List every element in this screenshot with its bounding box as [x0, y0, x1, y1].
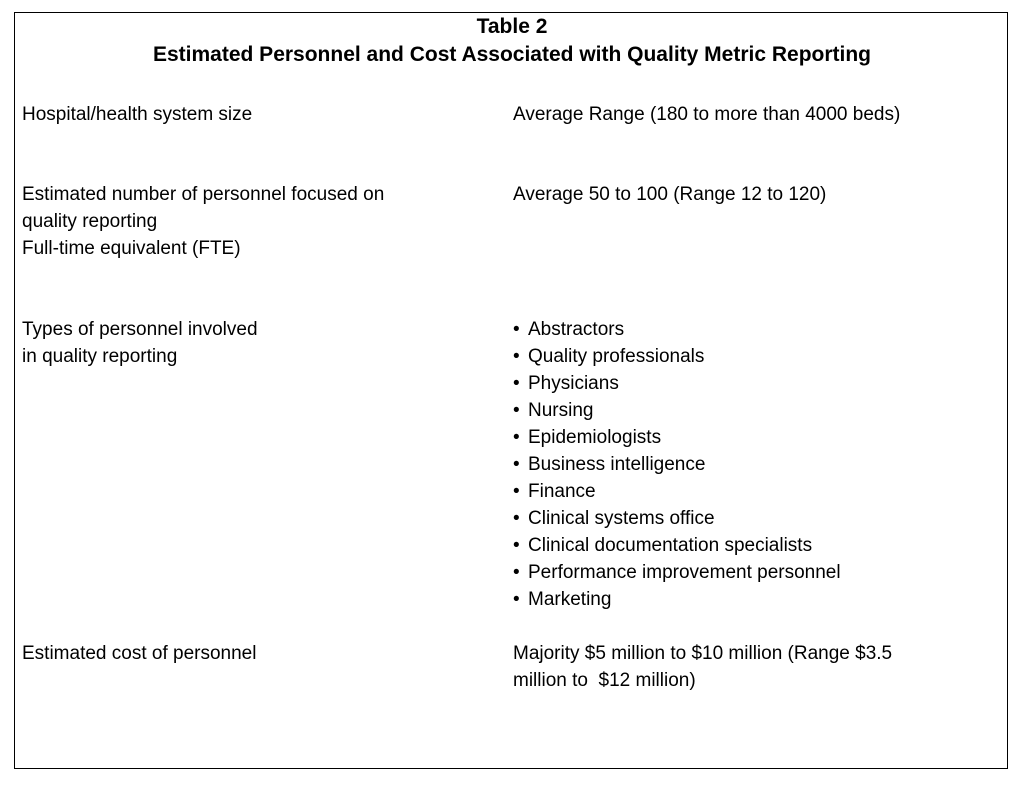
- list-item: • Business intelligence: [513, 451, 1003, 478]
- bullet-icon: •: [513, 535, 520, 556]
- table-number: Table 2: [476, 15, 548, 38]
- row-value-line: Majority $5 million to $10 million (Rang…: [513, 643, 893, 664]
- row-label-line: Hospital/health system size: [22, 104, 253, 125]
- list-item: • Clinical systems office: [513, 505, 1003, 532]
- list-item: • Clinical documentation specialists: [513, 532, 1003, 559]
- bullet-icon: •: [513, 481, 520, 502]
- table-caption: Estimated Personnel and Cost Associated …: [152, 43, 872, 66]
- row-value-personnel-cost: Majority $5 million to $10 million (Rang…: [513, 640, 1003, 694]
- bullet-icon: •: [513, 562, 520, 583]
- row-value-personnel-types: • Abstractors • Quality professionals • Phy…: [513, 316, 1003, 613]
- bullet-icon: •: [513, 373, 520, 394]
- row-value-line: Average Range (180 to more than 4000 bed…: [513, 104, 901, 125]
- list-item: • Abstractors: [513, 316, 1003, 343]
- row-label-line: Types of personnel involved: [22, 319, 258, 340]
- list-item: • Physicians: [513, 370, 1003, 397]
- row-label-system-size: Hospital/health system size: [22, 101, 492, 128]
- row-label-personnel-types: Types of personnel involved in quality r…: [22, 316, 492, 370]
- row-value-line: Average 50 to 100 (Range 12 to 120): [513, 184, 827, 205]
- list-item: • Nursing: [513, 397, 1003, 424]
- row-label-line: in quality reporting: [22, 346, 178, 367]
- bullet-icon: •: [513, 454, 520, 475]
- list-item: • Performance improvement personnel: [513, 559, 1003, 586]
- row-value-personnel-count: Average 50 to 100 (Range 12 to 120): [513, 181, 1003, 208]
- personnel-types-list: • Abstractors • Quality professionals • Phy…: [513, 316, 1003, 613]
- row-label-personnel-count: Estimated number of personnel focused on…: [22, 181, 492, 262]
- list-item: • Finance: [513, 478, 1003, 505]
- row-label-line: quality reporting: [22, 211, 158, 232]
- bullet-icon: •: [513, 319, 520, 340]
- list-item: • Epidemiologists: [513, 424, 1003, 451]
- row-label-line: Full-time equivalent (FTE): [22, 238, 241, 259]
- bullet-icon: •: [513, 346, 520, 367]
- bullet-icon: •: [513, 508, 520, 529]
- row-label-line: Estimated cost of personnel: [22, 643, 257, 664]
- bullet-icon: •: [513, 427, 520, 448]
- row-value-system-size: Average Range (180 to more than 4000 bed…: [513, 101, 1003, 128]
- bullet-icon: •: [513, 400, 520, 421]
- bullet-icon: •: [513, 589, 520, 610]
- row-label-personnel-cost: Estimated cost of personnel: [22, 640, 492, 667]
- table-title: Table 2 Estimated Personnel and Cost Ass…: [0, 13, 1024, 69]
- table-frame: [14, 12, 1008, 769]
- list-item: • Marketing: [513, 586, 1003, 613]
- row-value-line: million to $12 million): [513, 670, 696, 691]
- list-item: • Quality professionals: [513, 343, 1003, 370]
- row-label-line: Estimated number of personnel focused on: [22, 184, 385, 205]
